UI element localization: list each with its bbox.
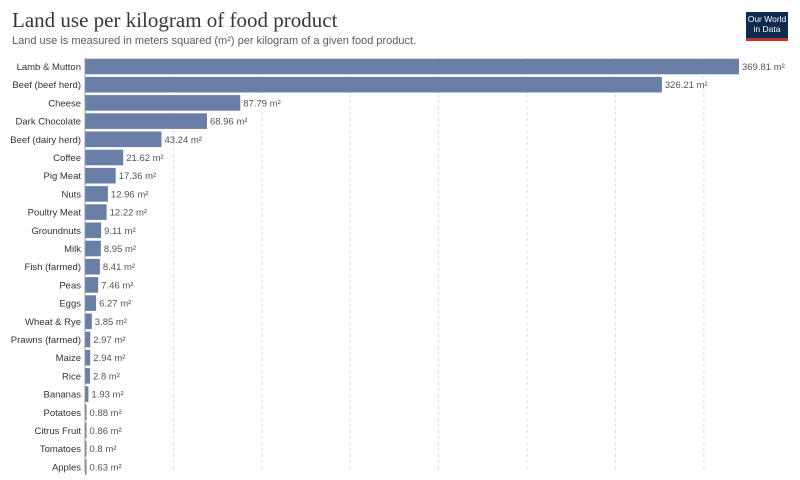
value-label: 12.96 m² xyxy=(111,189,149,200)
bar[interactable] xyxy=(85,186,108,202)
bar[interactable] xyxy=(85,131,162,148)
bar[interactable] xyxy=(85,331,91,348)
category-label: Apples xyxy=(52,462,81,473)
bar[interactable] xyxy=(85,113,207,129)
value-label: 12.22 m² xyxy=(110,208,148,219)
bar[interactable] xyxy=(85,349,91,366)
category-label: Groundnuts xyxy=(31,226,81,237)
bar[interactable] xyxy=(85,422,87,439)
bar[interactable] xyxy=(85,149,124,166)
bar[interactable] xyxy=(85,368,90,384)
category-label: Cheese xyxy=(48,98,81,109)
bar[interactable] xyxy=(85,204,107,220)
bar[interactable] xyxy=(85,167,116,184)
category-label: Maize xyxy=(56,353,81,364)
chart-subtitle: Land use is measured in meters squared (… xyxy=(12,35,417,47)
category-label: Milk xyxy=(64,244,81,255)
value-label: 1.93 m² xyxy=(91,390,123,401)
category-label: Pig Meat xyxy=(44,171,82,182)
value-label: 17.36 m² xyxy=(119,171,157,182)
category-label: Dark Chocolate xyxy=(16,117,81,128)
bar[interactable] xyxy=(85,58,739,75)
category-label: Nuts xyxy=(61,189,81,200)
category-label: Potatoes xyxy=(44,408,82,419)
bar[interactable] xyxy=(85,386,89,402)
category-label: Prawns (farmed) xyxy=(11,335,81,346)
category-label: Coffee xyxy=(53,153,81,164)
category-label: Eggs xyxy=(59,299,81,310)
bar[interactable] xyxy=(85,459,87,475)
value-label: 326.21 m² xyxy=(665,80,708,91)
category-label: Poultry Meat xyxy=(28,208,82,219)
bar[interactable] xyxy=(85,313,92,330)
category-label: Citrus Fruit xyxy=(35,426,82,437)
category-label: Rice xyxy=(62,371,81,382)
value-label: 2.8 m² xyxy=(93,371,120,382)
value-label: 0.86 m² xyxy=(90,426,122,437)
bar[interactable] xyxy=(85,222,102,239)
value-label: 43.24 m² xyxy=(164,135,202,146)
category-label: Fish (farmed) xyxy=(25,262,81,273)
value-label: 3.85 m² xyxy=(95,317,127,328)
value-label: 9.11 m² xyxy=(104,226,136,237)
value-label: 6.27 m² xyxy=(99,299,131,310)
value-label: 7.46 m² xyxy=(101,280,133,291)
value-label: 2.94 m² xyxy=(93,353,125,364)
bar[interactable] xyxy=(85,95,241,111)
bar[interactable] xyxy=(85,240,101,257)
logo-line-1: Our World xyxy=(747,14,787,24)
value-label: 8.95 m² xyxy=(104,244,136,255)
category-label: Peas xyxy=(59,280,81,291)
value-label: 87.79 m² xyxy=(243,98,281,109)
bar[interactable] xyxy=(85,258,100,275)
bar[interactable] xyxy=(85,76,662,93)
value-label: 0.63 m² xyxy=(90,462,122,473)
value-label: 369.81 m² xyxy=(742,62,785,73)
value-label: 2.97 m² xyxy=(93,335,125,346)
bar[interactable] xyxy=(85,404,87,421)
value-label: 0.8 m² xyxy=(90,444,117,455)
category-label: Beef (dairy herd) xyxy=(10,135,81,146)
category-label: Tomatoes xyxy=(40,444,81,455)
value-label: 68.96 m² xyxy=(210,117,248,128)
category-label: Bananas xyxy=(43,390,81,401)
value-label: 0.88 m² xyxy=(90,408,122,419)
category-label: Wheat & Rye xyxy=(25,317,81,328)
bar[interactable] xyxy=(85,440,87,457)
bar[interactable] xyxy=(85,277,99,293)
bar[interactable] xyxy=(85,295,97,311)
value-label: 21.62 m² xyxy=(126,153,163,164)
category-label: Beef (beef herd) xyxy=(12,80,81,91)
logo-line-2: in Data xyxy=(753,24,781,34)
value-label: 8.41 m² xyxy=(103,262,135,273)
chart-title: Land use per kilogram of food product xyxy=(12,8,338,32)
category-label: Lamb & Mutton xyxy=(17,62,81,73)
owid-logo[interactable]: Our World in Data xyxy=(746,12,788,41)
